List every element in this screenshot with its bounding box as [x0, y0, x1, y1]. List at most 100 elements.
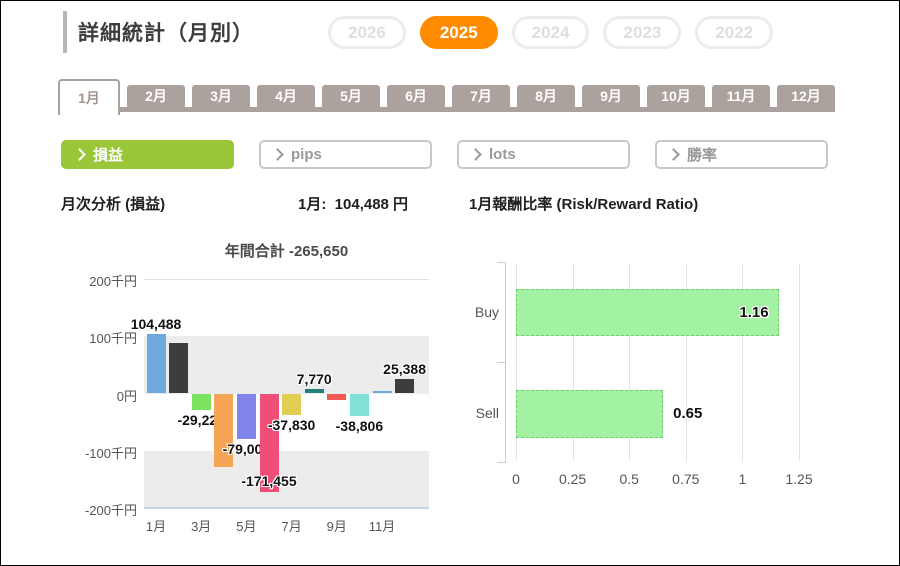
rr-y-axis-tick	[497, 462, 505, 463]
metric-button-win-rate[interactable]: 勝率	[655, 140, 828, 169]
metric-button-label: lots	[489, 146, 516, 163]
rr-y-axis-line	[505, 262, 506, 463]
grid-band-lower	[144, 451, 429, 508]
pl-bar-12月	[395, 378, 415, 394]
rr-x-tick: 1	[738, 471, 747, 487]
pl-plot-area: 104,488 -29,220 -79,000 -171,455 -37,830 7,77…	[131, 279, 429, 509]
grid-band-upper	[144, 336, 429, 394]
pl-x-tick: 9月	[326, 519, 347, 534]
page-title: 詳細統計（月別）	[78, 22, 254, 45]
month-tab-month-12[interactable]: 12月	[777, 85, 835, 107]
month-tab-month-1[interactable]: 1月	[58, 79, 120, 115]
annual-total-title: 年間合計 -265,650	[224, 243, 349, 260]
pl-bar-label-5月: -79,000	[222, 440, 271, 457]
pl-bar-label-12月: 25,388	[383, 360, 427, 377]
pl-x-tick: 1月	[145, 519, 167, 534]
year-tab-year-2023[interactable]: 2023	[603, 16, 682, 49]
metric-button-lots[interactable]: lots	[457, 140, 630, 169]
pl-bar-5月	[236, 393, 256, 439]
metric-button-label: 損益	[93, 147, 124, 164]
monthly-analysis-label: 月次分析 (損益)	[61, 196, 166, 213]
month-tab-month-7[interactable]: 7月	[452, 85, 510, 107]
pl-bar-6月	[259, 393, 279, 492]
chevron-right-icon	[73, 148, 86, 161]
rr-bar-sell	[516, 390, 664, 438]
rr-gridline	[799, 264, 800, 461]
rr-category-label-buy: Buy	[474, 303, 499, 320]
rr-chart-title: 1月報酬比率 (Risk/Reward Ratio)	[469, 196, 699, 213]
rr-x-tick: 0.5	[619, 471, 639, 487]
rr-gridline	[685, 264, 687, 461]
month-tab-month-5[interactable]: 5月	[322, 85, 380, 107]
chevron-right-icon	[667, 148, 680, 161]
pl-bar-label-3月: -29,220	[177, 412, 225, 429]
pl-bar-8月	[304, 389, 324, 394]
rr-bar-buy	[516, 289, 779, 336]
rr-bar-label-buy: 1.16	[739, 303, 769, 321]
monthly-pl-chart: 年間合計 -265,650 104,488 -29,220 -79,000 -171,…	[51, 236, 461, 546]
pl-bar-1月	[146, 333, 166, 394]
month-tab-month-10[interactable]: 10月	[647, 85, 705, 107]
pl-y-tick: 0円	[116, 388, 137, 404]
year-tab-year-2025[interactable]: 2025	[419, 16, 498, 49]
pl-bar-label-7月: -37,830	[267, 417, 316, 434]
month-tab-month-8[interactable]: 8月	[517, 85, 575, 107]
year-tabs: 2026 2025 2024 2023 2022	[328, 16, 774, 49]
chevron-right-icon	[469, 148, 482, 161]
rr-plot-area: 1.16 0.65	[516, 264, 800, 461]
pl-x-tick: 7月	[281, 519, 302, 534]
title-accent-bar	[63, 11, 67, 53]
gridline-neg200k	[144, 507, 429, 509]
pl-bar-4月	[214, 393, 234, 468]
pl-x-tick: 3月	[191, 519, 212, 534]
pl-bar-label-8月: 7,770	[296, 371, 332, 388]
pl-bar-label-1月: 104,488	[130, 315, 182, 332]
metric-button-label: 勝率	[687, 147, 718, 164]
rr-x-tick: 0.75	[672, 471, 700, 487]
metric-button-pips[interactable]: pips	[259, 140, 432, 169]
pl-bar-2月	[169, 342, 189, 394]
gridline-200k	[144, 279, 429, 280]
month-tabs-underline	[58, 107, 835, 112]
month-value-text: 1月: 104,488 円	[298, 196, 409, 213]
pl-bar-11月	[372, 390, 392, 394]
rr-x-tick: 0	[512, 471, 520, 487]
pl-bar-7月	[282, 393, 302, 416]
month-tabs: 1月 2月 3月 4月 5月 6月 7月 8月 9月 10月 11月 12月	[58, 79, 835, 115]
pl-y-tick: 200千円	[89, 274, 137, 289]
rr-x-tick: 0.25	[558, 471, 587, 487]
rr-y-axis-tick	[497, 262, 505, 263]
rr-gridline	[516, 264, 517, 461]
pl-bar-9月	[327, 393, 347, 401]
month-tab-month-4[interactable]: 4月	[257, 85, 315, 107]
pl-bar-3月	[191, 393, 211, 411]
rr-y-axis-tick	[497, 362, 505, 363]
month-tab-month-6[interactable]: 6月	[387, 85, 445, 107]
rr-gridline	[629, 264, 631, 461]
chevron-right-icon	[271, 148, 284, 161]
month-tab-month-3[interactable]: 3月	[192, 85, 250, 107]
pl-bar-label-6月: -171,455	[241, 472, 297, 489]
rr-gridline	[742, 264, 744, 461]
risk-reward-chart: 1.16 0.65 0 0.25 0.5 0.75 1 1.25 Buy Sell	[431, 251, 871, 501]
metric-button-label: pips	[291, 146, 322, 163]
pl-bar-10月	[349, 393, 369, 416]
rr-category-label-sell: Sell	[475, 405, 499, 421]
month-tab-month-2[interactable]: 2月	[127, 85, 185, 107]
year-tab-year-2024[interactable]: 2024	[511, 16, 590, 49]
pl-x-tick: 5月	[236, 519, 257, 534]
rr-gridline	[572, 264, 574, 461]
pl-bar-label-10月: -38,806	[335, 417, 384, 434]
metric-buttons: 損益 pips lots 勝率	[61, 140, 828, 169]
pl-x-tick: 11月	[368, 519, 396, 534]
month-tab-month-9[interactable]: 9月	[582, 85, 640, 107]
year-tab-year-2026[interactable]: 2026	[328, 16, 406, 49]
month-tab-month-11[interactable]: 11月	[712, 85, 770, 107]
pl-y-tick: -100千円	[84, 445, 137, 461]
metric-button-profit-loss[interactable]: 損益	[61, 140, 234, 169]
year-tab-year-2022[interactable]: 2022	[695, 16, 774, 49]
pl-y-tick: 100千円	[89, 331, 137, 347]
rr-x-tick: 1.25	[785, 471, 813, 487]
pl-y-tick: -200千円	[84, 503, 137, 518]
